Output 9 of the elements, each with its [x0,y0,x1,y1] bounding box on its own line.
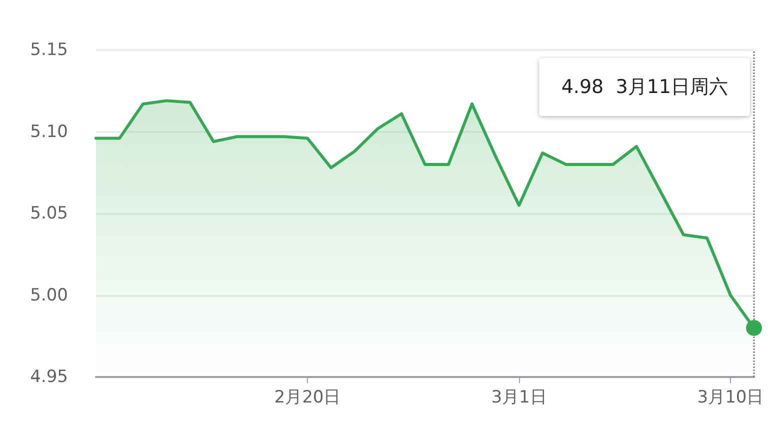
y-tick-label: 5.10 [30,122,68,142]
y-tick-label: 5.05 [30,204,68,224]
y-tick-label: 5.00 [30,285,68,306]
y-tick-label: 4.95 [30,367,68,387]
x-tick-label: 2月20日 [274,388,341,408]
x-tick-label: 3月1日 [491,388,547,408]
tooltip-box: 4.98 3月11日周六 [539,58,750,116]
y-tick-label: 5.15 [30,40,68,60]
x-tick-label: 3月10日 [697,388,764,408]
